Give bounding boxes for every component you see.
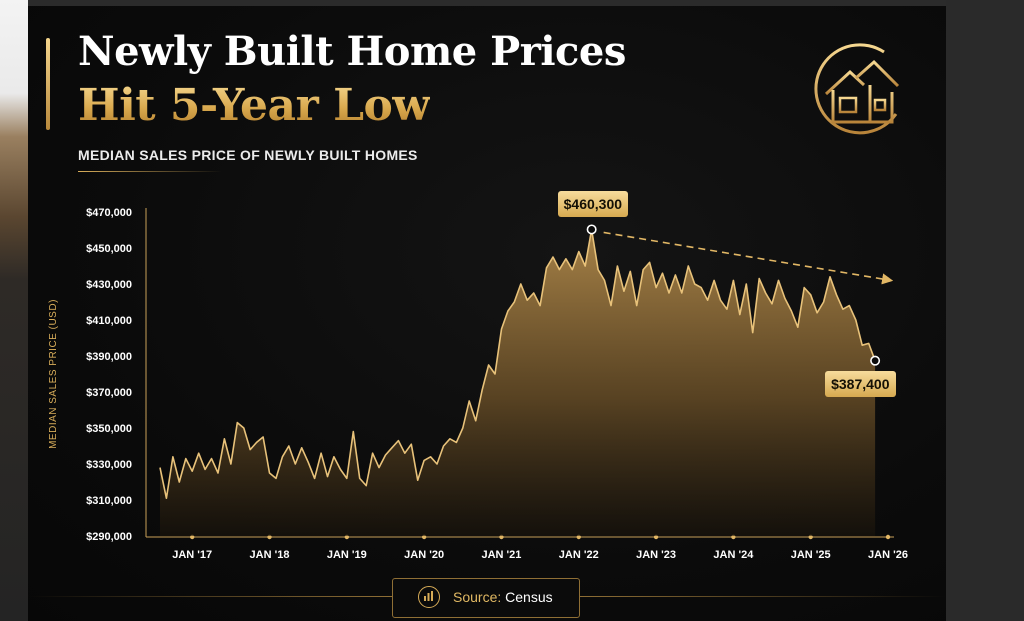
title-accent-bar — [46, 38, 50, 130]
y-tick-label: $310,000 — [86, 495, 132, 507]
x-tick-label: JAN '24 — [713, 549, 754, 561]
background-right-strip — [946, 0, 1024, 621]
latest-value-callout: $387,400 — [825, 370, 896, 397]
y-tick-label: $410,000 — [86, 315, 132, 327]
source-divider-left — [28, 596, 392, 597]
x-tick-label: JAN '18 — [250, 549, 290, 561]
latest-point-marker — [870, 355, 881, 366]
house-circle-icon — [814, 43, 900, 135]
x-tick-label: JAN '23 — [636, 549, 676, 561]
source-label: Source: — [453, 589, 502, 605]
x-tick-label: JAN '21 — [481, 549, 521, 561]
source-box: Source: Census — [392, 578, 580, 618]
subtitle-underline — [78, 171, 222, 172]
x-tick-label: JAN '20 — [404, 549, 444, 561]
infographic-panel: Newly Built Home Prices Hit 5-Year Low M… — [28, 6, 946, 621]
y-tick-label: $450,000 — [86, 243, 132, 255]
bar-chart-icon — [418, 586, 440, 608]
trend-arrow — [603, 231, 894, 285]
y-tick-label: $350,000 — [86, 423, 132, 435]
y-axis-label: MEDIAN SALES PRICE (USD) — [48, 299, 59, 449]
x-tick-marker — [885, 534, 891, 540]
y-tick-label: $470,000 — [86, 207, 132, 219]
source-text: Source: Census — [453, 589, 553, 605]
peak-point-marker — [586, 224, 597, 235]
area-chart: MEDIAN SALES PRICE (USD) $290,000 $310,000… — [48, 207, 908, 561]
background-left-strip — [0, 0, 28, 621]
price-series-line — [159, 228, 876, 499]
source-divider-right — [578, 596, 946, 597]
title-line-2: Hit 5-Year Low — [78, 80, 430, 131]
x-tick-label: JAN '22 — [559, 549, 599, 561]
x-tick-label: JAN '25 — [791, 549, 831, 561]
y-tick-label: $330,000 — [86, 459, 132, 471]
peak-value-callout: $460,300 — [557, 191, 629, 218]
x-tick-label: JAN '17 — [172, 549, 212, 561]
price-area-fill — [160, 229, 876, 536]
x-tick-label: JAN '26 — [868, 549, 908, 561]
y-tick-label: $430,000 — [86, 279, 132, 291]
y-tick-label: $290,000 — [86, 531, 132, 543]
x-tick-label: JAN '19 — [327, 549, 367, 561]
title-line-1: Newly Built Home Prices — [78, 28, 626, 75]
chart-subtitle: MEDIAN SALES PRICE OF NEWLY BUILT HOMES — [78, 147, 418, 163]
y-tick-label: $390,000 — [86, 351, 132, 363]
y-tick-label: $370,000 — [86, 387, 132, 399]
source-value: Census — [505, 589, 553, 605]
